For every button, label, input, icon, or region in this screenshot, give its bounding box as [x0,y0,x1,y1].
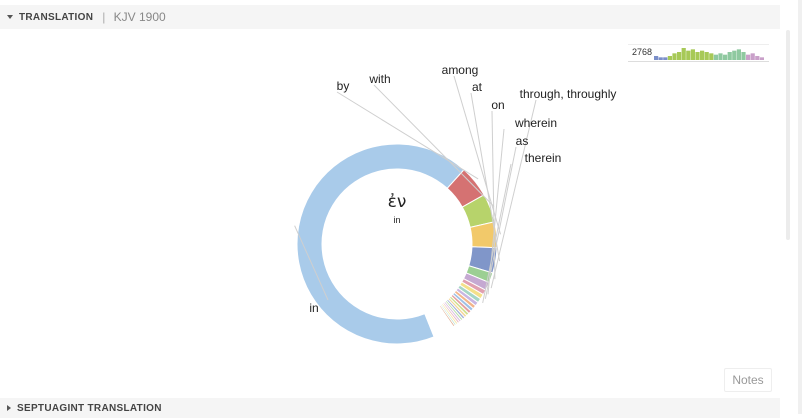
leader-line [490,99,537,289]
slice-label: on [491,98,504,112]
slice-label: in [309,301,318,315]
donut-slice-in[interactable] [296,143,465,345]
slice-label: among [442,63,479,77]
slice-label: at [472,80,483,94]
notes-button[interactable]: Notes [724,368,772,392]
sparkline-bar [736,49,741,60]
center-word: ἐν [387,192,407,212]
slice-label: as [516,134,529,148]
sparkline-bar [667,56,672,60]
sparkline-count: 2768 [632,47,653,57]
leader-line [491,110,496,280]
sparkline-bar [759,57,764,60]
sparkline-bar [672,53,677,60]
sparkline-bar [732,50,737,60]
frequency-sparkline[interactable]: 2768 [628,44,769,62]
sparkline-bar [704,52,709,60]
sparkline-bar [663,57,668,60]
sparkline-bar [741,52,746,60]
caret-down-icon[interactable] [7,15,13,19]
sparkline-bar [746,54,751,60]
leader-line [453,75,502,235]
right-gutter [798,0,802,414]
sparkline-bar [750,53,755,60]
center-gloss: in [393,215,401,225]
sparkline-bar [686,50,691,60]
scrollbar[interactable] [786,30,790,240]
sparkline-bar [681,48,686,60]
slice-label: with [368,72,390,86]
sparkline-bar [677,52,682,60]
septuagint-section-title: SEPTUAGINT TRANSLATION [17,402,162,414]
slice-label: by [337,79,350,93]
septuagint-section-header[interactable]: SEPTUAGINT TRANSLATION [0,398,780,418]
translation-panel: TRANSLATION | KJV 1900 2768 in by with amon… [0,5,780,414]
sparkline-bar [700,50,705,60]
caret-right-icon[interactable] [7,405,11,411]
sparkline-bar [723,54,728,60]
sparkline-bar [690,49,695,60]
sparkline-bar [654,56,659,60]
sparkline-bar [755,56,760,60]
version-selector[interactable]: KJV 1900 [113,10,166,24]
leader-line [470,92,501,262]
sparkline-bar [727,52,732,60]
sparkline-bar [713,54,718,60]
donut-slice-minor-23[interactable] [424,305,454,338]
sparkline-bar [695,52,700,60]
leader-line [294,225,329,301]
leader-line [336,91,479,180]
slice-label: wherein [514,116,557,130]
slice-label: through, throughly [520,87,617,101]
translation-section-header[interactable]: TRANSLATION | KJV 1900 [0,5,780,29]
sparkline-bar [709,53,714,60]
header-separator: | [102,10,106,24]
leader-line [373,84,495,207]
sparkline-bar [718,53,723,60]
sparkline-bar [658,57,663,60]
leader-line [484,146,517,299]
leader-line [487,128,505,295]
leader-line [482,163,512,304]
sparkline-svg [654,48,764,60]
section-title: TRANSLATION [19,11,94,23]
slice-label: therein [525,151,562,165]
